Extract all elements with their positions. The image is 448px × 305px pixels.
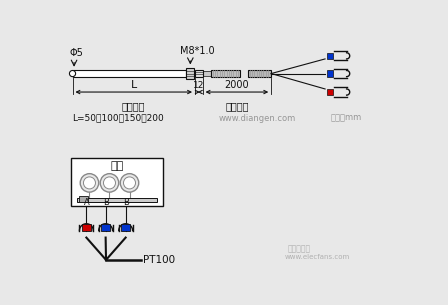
Text: 单位：mm: 单位：mm xyxy=(331,113,362,123)
Text: 2000: 2000 xyxy=(224,80,249,90)
Text: M8*1.0: M8*1.0 xyxy=(180,46,214,56)
Circle shape xyxy=(80,174,99,192)
Text: 引线长度: 引线长度 xyxy=(225,101,249,111)
Text: B: B xyxy=(123,199,129,207)
Bar xyxy=(82,224,91,231)
Bar xyxy=(73,70,186,77)
Bar xyxy=(327,89,333,95)
Bar xyxy=(327,70,333,77)
Text: B: B xyxy=(103,199,108,207)
Circle shape xyxy=(83,177,95,189)
Bar xyxy=(77,198,157,202)
Bar xyxy=(101,224,110,231)
Text: L: L xyxy=(131,80,137,90)
Circle shape xyxy=(124,177,135,189)
Circle shape xyxy=(103,177,116,189)
Text: 仪表: 仪表 xyxy=(111,161,124,171)
Text: A: A xyxy=(83,199,89,207)
Bar xyxy=(121,224,130,231)
Bar xyxy=(202,71,211,76)
Bar xyxy=(248,70,271,77)
Bar xyxy=(195,70,202,77)
Text: 电子发烧友: 电子发烧友 xyxy=(288,245,311,253)
Bar xyxy=(71,158,164,206)
Text: Φ5: Φ5 xyxy=(69,48,83,58)
Text: 探头长度: 探头长度 xyxy=(122,101,146,111)
Circle shape xyxy=(100,174,119,192)
Bar xyxy=(211,70,241,77)
Bar xyxy=(327,53,333,59)
Text: www.elecfans.com: www.elecfans.com xyxy=(284,254,349,260)
Text: L=50、100、150、200: L=50、100、150、200 xyxy=(73,113,164,123)
Bar xyxy=(186,68,194,79)
Text: PT100: PT100 xyxy=(143,255,175,265)
Text: 12: 12 xyxy=(193,81,204,90)
Bar xyxy=(79,196,88,202)
Ellipse shape xyxy=(69,70,76,77)
Circle shape xyxy=(120,174,139,192)
Text: www.diangen.com: www.diangen.com xyxy=(219,113,296,123)
